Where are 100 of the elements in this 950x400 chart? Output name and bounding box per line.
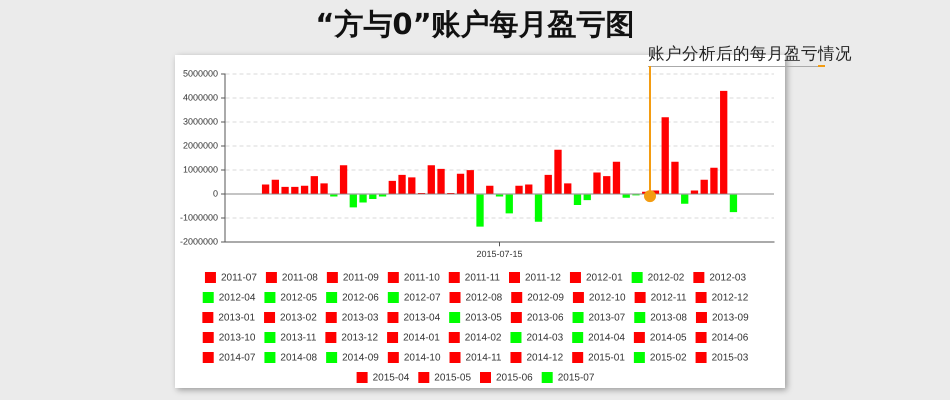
legend-label: 2015-02 <box>650 352 688 364</box>
bar <box>340 165 348 194</box>
bar <box>574 194 582 205</box>
legend-label: 2012-01 <box>586 272 624 284</box>
bar <box>515 186 523 194</box>
legend-label: 2014-01 <box>403 332 440 344</box>
legend-label: 2015-01 <box>588 352 626 364</box>
bar <box>476 194 484 227</box>
bar <box>593 172 601 194</box>
bar <box>428 165 435 194</box>
bar <box>681 194 688 204</box>
bar <box>262 184 270 194</box>
y-tick-label: 3000000 <box>182 116 218 127</box>
legend-label: 2013-05 <box>465 312 502 324</box>
bar <box>466 170 474 194</box>
bar <box>525 184 532 194</box>
legend-label: 2011-11 <box>464 272 500 284</box>
bar <box>720 90 728 194</box>
bar <box>456 174 464 194</box>
legend-label: 2014-07 <box>218 352 256 364</box>
y-tick-label: 2000000 <box>182 140 218 151</box>
legend-label: 2015-04 <box>372 372 410 384</box>
legend-label: 2015-03 <box>712 352 749 364</box>
legend-label: 2012-10 <box>588 292 626 304</box>
legend-label: 2013-04 <box>403 312 441 324</box>
text: 账户分析后的每月盈亏情况 <box>648 44 852 63</box>
legend-label: 2011-09 <box>342 272 380 284</box>
bar <box>486 186 494 194</box>
bar <box>272 180 279 194</box>
legend-label: 2014-03 <box>526 332 564 344</box>
bar <box>437 168 445 194</box>
bar <box>622 194 630 198</box>
bar <box>320 183 328 194</box>
bar <box>662 117 669 194</box>
legend-label: 2012-08 <box>466 292 503 304</box>
legend-label: 2011-07 <box>220 272 258 284</box>
legend-label: 2014-05 <box>650 332 688 344</box>
bar <box>603 176 610 194</box>
bar <box>564 183 572 194</box>
bar <box>291 186 298 194</box>
y-tick-label: 5000000 <box>182 68 218 78</box>
legend-label: 2012-06 <box>342 292 380 304</box>
legend-label: 2011-10 <box>404 272 440 284</box>
legend-label: 2013-11 <box>280 332 317 344</box>
bar <box>671 162 679 194</box>
legend-label: 2013-01 <box>218 312 256 324</box>
bar <box>612 162 620 194</box>
bar <box>300 186 308 194</box>
bar <box>281 186 289 194</box>
bar <box>584 194 591 200</box>
legend-label: 2011-08 <box>282 272 318 284</box>
bar <box>398 174 406 194</box>
legend-label: 2012-07 <box>404 292 441 304</box>
bar <box>388 180 396 194</box>
bar <box>506 194 513 214</box>
legend-label: 2014-11 <box>466 352 502 364</box>
bar <box>408 177 416 194</box>
chart-title: “方与0”账户每月盈亏图 <box>314 6 636 42</box>
legend-label: 2014-12 <box>526 352 564 364</box>
bar <box>554 150 562 194</box>
legend-label: 2013-12 <box>341 332 379 344</box>
bar <box>359 194 367 203</box>
bar <box>710 168 718 194</box>
legend-label: 2013-10 <box>218 332 256 344</box>
legend-label: 2012-12 <box>712 292 749 304</box>
legend-label: 2014-09 <box>342 352 380 364</box>
y-tick-label: 0 <box>213 188 218 199</box>
legend-label: 2012-03 <box>709 272 746 284</box>
bar <box>369 194 376 199</box>
legend-label: 2015-07 <box>558 372 595 384</box>
y-tick-label: -1000000 <box>180 212 218 223</box>
y-tick-label: 4000000 <box>182 92 218 103</box>
bar <box>730 194 738 212</box>
legend-label: 2014-02 <box>464 332 502 344</box>
bar <box>690 190 698 194</box>
legend-label: 2012-09 <box>527 292 564 304</box>
legend-label: 2014-06 <box>712 332 749 344</box>
legend-label: 2014-10 <box>404 352 441 364</box>
bar <box>700 180 708 194</box>
bar <box>534 194 542 222</box>
legend-label: 2013-03 <box>342 312 379 324</box>
legend-label: 2014-04 <box>588 332 626 344</box>
legend-label: 2013-09 <box>712 312 750 324</box>
legend-label: 2015-06 <box>496 372 534 384</box>
legend-label: 2014-08 <box>280 352 318 364</box>
legend-label: 2012-04 <box>218 292 256 304</box>
legend-label: 2012-02 <box>648 272 685 284</box>
legend-label: 2012-05 <box>280 292 318 304</box>
y-tick-label: 1000000 <box>182 164 218 175</box>
legend-label: 2012-11 <box>650 292 688 304</box>
bar <box>350 194 357 208</box>
legend-label: 2015-05 <box>434 372 472 384</box>
x-tick-label: 2015-07-15 <box>476 249 523 260</box>
legend-label: 2013-06 <box>526 312 564 324</box>
bar <box>544 174 552 194</box>
bar <box>310 176 318 194</box>
legend-label: 2013-07 <box>588 312 626 324</box>
y-tick-label: -2000000 <box>180 236 218 247</box>
legend-label: 2011-12 <box>524 272 562 284</box>
legend-label: 2013-08 <box>650 312 688 324</box>
